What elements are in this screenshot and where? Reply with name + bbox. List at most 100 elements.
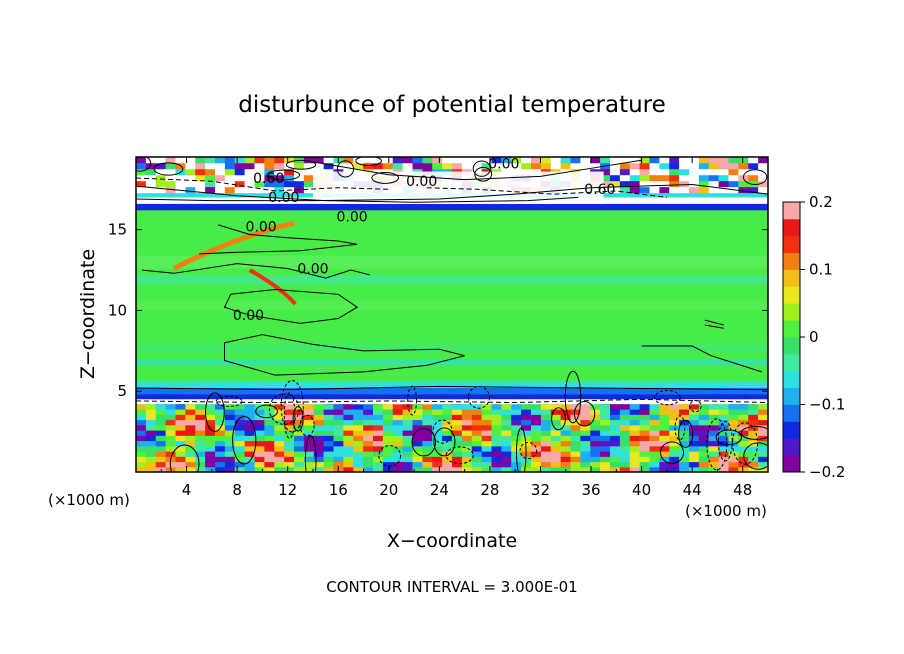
field-cell bbox=[422, 461, 433, 468]
field-cell bbox=[619, 157, 631, 164]
field-cell bbox=[610, 419, 621, 426]
field-cell bbox=[521, 409, 532, 415]
field-cell bbox=[264, 430, 275, 436]
field-cell bbox=[639, 409, 651, 415]
field-cell bbox=[215, 440, 226, 447]
field-cell bbox=[590, 456, 601, 463]
field-cell bbox=[442, 403, 453, 410]
field-cell bbox=[392, 461, 404, 468]
field-cell bbox=[698, 456, 710, 463]
field-cell bbox=[531, 456, 542, 463]
field-cell bbox=[461, 466, 473, 472]
field-cell bbox=[600, 419, 611, 426]
field-cell bbox=[649, 430, 660, 436]
contour-line bbox=[674, 415, 686, 441]
field-cell bbox=[738, 403, 749, 410]
field-cell bbox=[175, 414, 186, 421]
field-cell bbox=[619, 445, 631, 452]
colorbar-segment bbox=[783, 320, 800, 338]
field-cell bbox=[195, 430, 206, 436]
field-cell bbox=[244, 440, 256, 447]
field-cell bbox=[363, 419, 374, 426]
colorbar-segment bbox=[783, 286, 800, 304]
field-cell bbox=[353, 451, 364, 457]
field-cell bbox=[402, 466, 414, 472]
field-cell bbox=[718, 157, 730, 164]
field-cell bbox=[175, 174, 186, 182]
field-cell bbox=[313, 414, 325, 421]
field-cell bbox=[313, 430, 325, 436]
field-cell bbox=[540, 403, 552, 410]
field-cell bbox=[491, 461, 502, 468]
field-cell bbox=[234, 162, 246, 170]
field-cell bbox=[244, 409, 256, 415]
field-cell bbox=[155, 451, 167, 457]
field-band bbox=[136, 381, 768, 388]
field-cell bbox=[649, 186, 660, 194]
field-cell bbox=[590, 419, 601, 426]
field-cell bbox=[550, 414, 562, 421]
field-cell bbox=[353, 461, 364, 468]
field-cell bbox=[442, 424, 453, 431]
field-cell bbox=[353, 430, 364, 436]
contour-line bbox=[678, 419, 694, 448]
field-cell bbox=[649, 435, 660, 442]
field-cell bbox=[619, 403, 631, 410]
field-cell bbox=[758, 403, 768, 410]
field-cell bbox=[294, 451, 305, 457]
field-cell bbox=[718, 403, 730, 410]
field-cell bbox=[185, 168, 196, 176]
field-cell bbox=[343, 403, 354, 410]
field-cell bbox=[402, 419, 414, 426]
field-cell bbox=[728, 440, 739, 447]
field-cell bbox=[224, 414, 236, 421]
field-cell bbox=[303, 162, 315, 170]
field-cell bbox=[294, 168, 305, 176]
field-cell bbox=[698, 461, 710, 468]
field-cell bbox=[659, 414, 670, 421]
field-cell bbox=[728, 180, 739, 188]
contour-line bbox=[717, 420, 733, 462]
field-cell bbox=[521, 419, 532, 426]
field-cell bbox=[215, 466, 226, 472]
field-cell bbox=[333, 456, 344, 463]
field-cell bbox=[531, 403, 542, 410]
field-cell bbox=[708, 403, 720, 410]
field-cell bbox=[610, 180, 621, 188]
field-cell bbox=[521, 403, 532, 410]
field-cell bbox=[610, 174, 621, 182]
field-cell bbox=[333, 414, 344, 421]
field-cell bbox=[629, 180, 641, 188]
contour-line bbox=[280, 379, 304, 433]
field-cell bbox=[471, 461, 483, 468]
field-band bbox=[136, 358, 768, 366]
field-cell bbox=[195, 435, 206, 442]
field-cell bbox=[373, 461, 384, 468]
field-cell bbox=[382, 466, 394, 472]
field-cell bbox=[610, 440, 621, 447]
field-cell bbox=[659, 466, 670, 472]
field-cell bbox=[669, 466, 680, 472]
field-cell bbox=[254, 414, 265, 421]
x-tick-label: 8 bbox=[232, 481, 242, 499]
field-cell bbox=[461, 424, 473, 431]
field-cell bbox=[185, 466, 196, 472]
field-cell bbox=[244, 466, 256, 472]
field-cell bbox=[580, 435, 591, 442]
field-band bbox=[136, 394, 768, 400]
field-cell bbox=[639, 162, 651, 170]
field-cell bbox=[570, 409, 581, 415]
field-cell bbox=[669, 435, 680, 442]
field-cell bbox=[708, 440, 720, 447]
colorbar-segment bbox=[783, 438, 800, 456]
field-cell bbox=[728, 456, 739, 463]
field-cell bbox=[689, 186, 700, 194]
field-cell bbox=[303, 440, 315, 447]
field-cell bbox=[629, 435, 641, 442]
field-cell bbox=[353, 419, 364, 426]
field-cell bbox=[689, 451, 700, 457]
field-cell bbox=[343, 414, 354, 421]
field-cell bbox=[145, 180, 157, 188]
field-cell bbox=[501, 456, 512, 463]
field-cell bbox=[629, 456, 641, 463]
